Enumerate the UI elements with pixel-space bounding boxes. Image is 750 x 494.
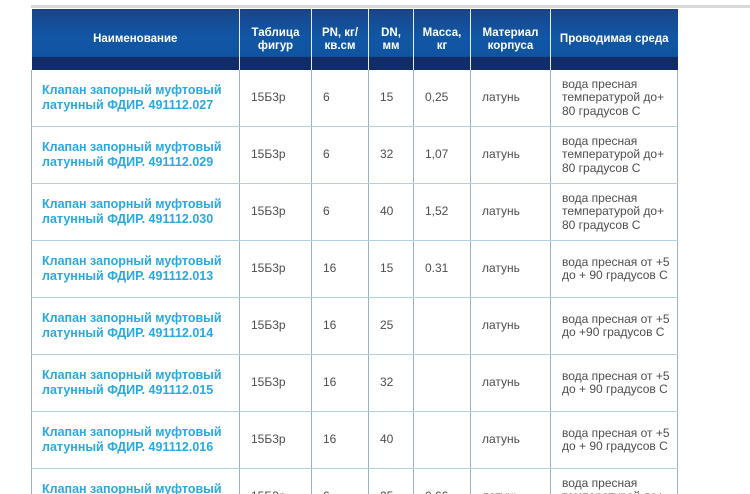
mass-cell: 0,25 bbox=[413, 70, 471, 127]
product-table-body: Клапан запорный муфтовый латунный ФДИР. … bbox=[31, 70, 678, 494]
medium-cell: вода пресная температурой до+ 80 градусо… bbox=[550, 126, 678, 184]
product-name-cell: Клапан запорный муфтовый латунный ФДИР. … bbox=[31, 70, 240, 127]
dn-cell: 15 bbox=[368, 70, 414, 127]
column-header-body-material: Материал корпуса bbox=[470, 9, 551, 70]
pn-cell: 6 bbox=[311, 468, 369, 494]
mass-cell bbox=[413, 297, 471, 355]
mass-cell: 0,66 bbox=[413, 468, 471, 494]
dn-cell: 40 bbox=[368, 183, 414, 241]
pn-cell: 6 bbox=[311, 70, 369, 127]
product-name-cell: Клапан запорный муфтовый латунный ФДИР. … bbox=[31, 183, 240, 241]
medium-cell: вода пресная от +5 до + 90 градусов С bbox=[550, 411, 678, 469]
medium-cell: вода пресная температурой до+ 80 градусо… bbox=[550, 468, 678, 494]
table-row: Клапан запорный муфтовый латунный ФДИР. … bbox=[31, 183, 678, 241]
dn-cell: 32 bbox=[368, 126, 414, 184]
pn-cell: 16 bbox=[311, 240, 369, 298]
medium-cell: вода пресная температурой до+ 80 градусо… bbox=[550, 70, 678, 127]
header-row: Наименование Таблица фигур PN, кг/ кв.см… bbox=[31, 9, 678, 70]
column-header-name: Наименование bbox=[31, 9, 240, 70]
mass-cell bbox=[413, 411, 471, 469]
figure-table-cell: 15Б3р bbox=[239, 297, 312, 355]
body-material-cell: латунь bbox=[470, 411, 551, 469]
pn-cell: 6 bbox=[311, 183, 369, 241]
mass-cell bbox=[413, 354, 471, 412]
product-name-cell: Клапан запорный муфтовый латунный ФДИР. … bbox=[31, 297, 240, 355]
column-header-dn: DN, мм bbox=[368, 9, 414, 70]
body-material-cell: латунь bbox=[470, 240, 551, 298]
product-link[interactable]: Клапан запорный муфтовый латунный ФДИР. … bbox=[42, 197, 222, 226]
table-row: Клапан запорный муфтовый латунный ФДИР. … bbox=[31, 240, 678, 298]
figure-table-cell: 15Б3р bbox=[239, 468, 312, 494]
product-name-cell: Клапан запорный муфтовый латунный ФДИР. … bbox=[31, 468, 240, 494]
dn-cell: 32 bbox=[368, 354, 414, 412]
figure-table-cell: 15Б3р bbox=[239, 126, 312, 184]
figure-table-cell: 15Б3р bbox=[239, 354, 312, 412]
body-material-cell: латунь bbox=[470, 468, 551, 494]
body-material-cell: латунь bbox=[470, 126, 551, 184]
table-row: Клапан запорный муфтовый латунный ФДИР. … bbox=[31, 411, 678, 469]
figure-table-cell: 15Б3р bbox=[239, 411, 312, 469]
product-table-header: Наименование Таблица фигур PN, кг/ кв.см… bbox=[31, 9, 678, 70]
dn-cell: 25 bbox=[368, 468, 414, 494]
figure-table-cell: 15Б3р bbox=[239, 183, 312, 241]
body-material-cell: латунь bbox=[470, 70, 551, 127]
product-link[interactable]: Клапан запорный муфтовый латунный ФДИР. … bbox=[42, 140, 222, 169]
product-link[interactable]: Клапан запорный муфтовый латунный ФДИР. … bbox=[42, 311, 222, 340]
medium-cell: вода пресная от +5 до + 90 градусов С bbox=[550, 240, 678, 298]
mass-cell: 1,07 bbox=[413, 126, 471, 184]
product-link[interactable]: Клапан запорный муфтовый латунный ФДИР. … bbox=[42, 425, 222, 454]
column-header-medium: Проводимая среда bbox=[550, 9, 678, 70]
figure-table-cell: 15Б3р bbox=[239, 240, 312, 298]
body-material-cell: латунь bbox=[470, 354, 551, 412]
body-material-cell: латунь bbox=[470, 297, 551, 355]
table-row: Клапан запорный муфтовый латунный ФДИР. … bbox=[31, 354, 678, 412]
product-link[interactable]: Клапан запорный муфтовый латунный ФДИР. … bbox=[42, 482, 222, 494]
medium-cell: вода пресная от +5 до + 90 градусов С bbox=[550, 354, 678, 412]
mass-cell: 0.31 bbox=[413, 240, 471, 298]
pn-cell: 16 bbox=[311, 411, 369, 469]
product-name-cell: Клапан запорный муфтовый латунный ФДИР. … bbox=[31, 240, 240, 298]
table-row: Клапан запорный муфтовый латунный ФДИР. … bbox=[31, 126, 678, 184]
product-link[interactable]: Клапан запорный муфтовый латунный ФДИР. … bbox=[42, 83, 222, 112]
product-name-cell: Клапан запорный муфтовый латунный ФДИР. … bbox=[31, 411, 240, 469]
medium-cell: вода пресная температурой до+ 80 градусо… bbox=[550, 183, 678, 241]
pn-cell: 16 bbox=[311, 297, 369, 355]
pn-cell: 16 bbox=[311, 354, 369, 412]
dn-cell: 40 bbox=[368, 411, 414, 469]
product-table: Наименование Таблица фигур PN, кг/ кв.см… bbox=[31, 9, 678, 494]
product-name-cell: Клапан запорный муфтовый латунный ФДИР. … bbox=[31, 126, 240, 184]
dn-cell: 15 bbox=[368, 240, 414, 298]
pn-cell: 6 bbox=[311, 126, 369, 184]
product-name-cell: Клапан запорный муфтовый латунный ФДИР. … bbox=[31, 354, 240, 412]
column-header-pn: PN, кг/ кв.см bbox=[311, 9, 369, 70]
body-material-cell: латунь bbox=[470, 183, 551, 241]
product-link[interactable]: Клапан запорный муфтовый латунный ФДИР. … bbox=[42, 368, 222, 397]
column-header-mass: Масса, кг bbox=[413, 9, 471, 70]
mass-cell: 1,52 bbox=[413, 183, 471, 241]
product-link[interactable]: Клапан запорный муфтовый латунный ФДИР. … bbox=[42, 254, 222, 283]
table-row: Клапан запорный муфтовый латунный ФДИР. … bbox=[31, 468, 678, 494]
table-row: Клапан запорный муфтовый латунный ФДИР. … bbox=[31, 297, 678, 355]
figure-table-cell: 15Б3р bbox=[239, 70, 312, 127]
top-divider bbox=[31, 5, 750, 8]
dn-cell: 25 bbox=[368, 297, 414, 355]
column-header-figure-table: Таблица фигур bbox=[239, 9, 312, 70]
medium-cell: вода пресная от +5 до +90 градусов С bbox=[550, 297, 678, 355]
table-row: Клапан запорный муфтовый латунный ФДИР. … bbox=[31, 70, 678, 127]
